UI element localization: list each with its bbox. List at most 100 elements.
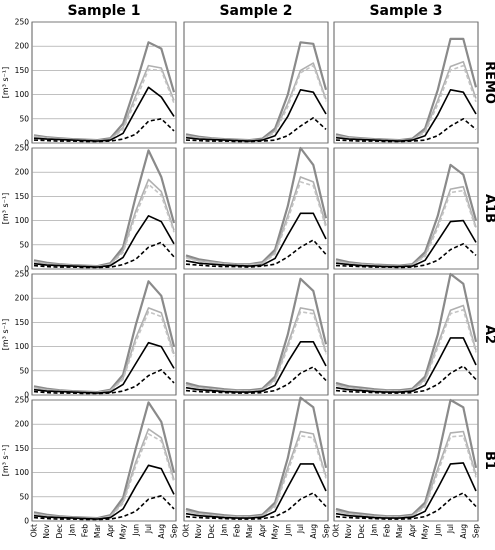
series-line-2	[33, 178, 175, 268]
series-line-3	[33, 183, 175, 268]
y-tick-label: 150	[15, 444, 30, 453]
y-tick-label: 200	[15, 42, 30, 51]
panel-frame	[31, 147, 177, 270]
series-line-5	[185, 366, 327, 394]
x-tick-label: May	[119, 523, 128, 539]
x-tick-label: Okt	[182, 524, 191, 537]
row-title-b1: B1	[482, 451, 495, 470]
panel-a1b-sample-3	[333, 147, 479, 270]
x-tick-label: Dec	[55, 524, 64, 539]
row-title-a1b: A1B	[482, 194, 495, 223]
panel-a2-sample-1: 0 50 100 150 200 250	[15, 270, 177, 400]
x-tick-label: Jul	[296, 524, 305, 534]
panel-frame	[183, 399, 329, 522]
x-tick-label: Apr	[258, 523, 267, 537]
x-tick-label: Jul	[446, 524, 455, 534]
x-tick-label: Apr	[408, 523, 417, 537]
series-line-4	[335, 89, 477, 142]
panel-b1-sample-2: Okt Nov Dec Jan Feb Mar Apr May Jun Jul Aug Sep	[182, 396, 331, 540]
y-tick-label: 100	[15, 216, 30, 225]
x-tick-label: Feb	[80, 524, 89, 538]
series-line-5	[185, 117, 327, 143]
y-tick-label: 100	[15, 90, 30, 99]
y-tick-label: 250	[15, 396, 30, 405]
y-tick-label: 200	[15, 294, 30, 303]
x-tick-label: Jan	[68, 524, 77, 537]
y-tick-label: 0	[24, 517, 29, 526]
series-line-2	[335, 430, 477, 518]
y-tick-label: 250	[15, 270, 30, 279]
x-tick-label: Feb	[232, 524, 241, 538]
panel-remo-sample-3	[333, 21, 479, 144]
y-tick-label: 200	[15, 168, 30, 177]
series-line-2	[335, 304, 477, 392]
series-line-1	[185, 396, 328, 518]
series-line-5	[33, 368, 175, 395]
series-line-3	[185, 64, 327, 142]
y-tick-label: 100	[15, 342, 30, 351]
x-tick-label: Mar	[93, 523, 102, 538]
panel-grid: 0501001502002500501001502002500501001502…	[15, 18, 481, 540]
series-line-1	[335, 272, 478, 392]
x-tick-label: Jan	[370, 524, 379, 537]
x-tick-label: Nov	[194, 523, 203, 538]
series-line-5	[335, 492, 477, 520]
series-line-4	[33, 341, 175, 394]
y-tick-label: 150	[15, 66, 30, 75]
x-tick-label: Jun	[131, 524, 140, 537]
series-line-5	[335, 243, 477, 269]
x-tick-label: Nov	[42, 523, 51, 538]
y-tick-label: 0	[24, 265, 29, 274]
series-line-4	[33, 86, 175, 142]
x-tick-label: Jun	[433, 524, 442, 537]
y-tick-label: 200	[15, 420, 30, 429]
panel-a1b-sample-1: 0 50 100 150 200 250	[15, 144, 177, 274]
row-title-a2: A2	[482, 325, 495, 344]
panel-remo-sample-1: 0 50 100 150 200 250	[15, 18, 177, 148]
panel-frame	[333, 21, 479, 144]
y-axis-labels: [m³ s⁻¹] [m³ s⁻¹] [m³ s⁻¹] [m³ s⁻¹]	[1, 67, 10, 476]
column-titles: Sample 1 Sample 2 Sample 3	[67, 3, 442, 19]
series-line-4	[335, 219, 477, 268]
series-line-5	[33, 241, 175, 269]
y-tick-label: 50	[19, 366, 29, 375]
x-tick-label: Apr	[106, 523, 115, 537]
panel-frame	[333, 399, 479, 522]
panel-a1b-sample-2	[183, 146, 329, 270]
y-tick-label: 50	[19, 114, 29, 123]
x-tick-label: Sep	[472, 524, 481, 538]
x-tick-label: Aug	[309, 524, 318, 539]
panel-frame	[333, 273, 479, 396]
series-line-4	[33, 215, 175, 268]
column-title-sample-1: Sample 1	[67, 3, 140, 19]
series-line-4	[185, 463, 327, 519]
panel-frame	[183, 21, 329, 144]
y-axis-label: [m³ s⁻¹]	[1, 193, 10, 224]
series-line-4	[335, 337, 477, 393]
x-tick-label: Sep	[322, 524, 331, 538]
y-tick-label: 50	[19, 492, 29, 501]
x-tick-label: Aug	[459, 524, 468, 539]
y-tick-label: 250	[15, 144, 30, 153]
series-line-2	[185, 307, 327, 392]
y-tick-label: 150	[15, 318, 30, 327]
series-line-3	[185, 434, 327, 518]
row-title-remo: REMO	[482, 61, 495, 104]
series-line-5	[335, 365, 477, 394]
x-tick-label: May	[421, 523, 430, 539]
panel-b1-sample-3: Okt Nov Dec Jan Feb Mar Apr May Jun Jul Aug Sep	[332, 398, 481, 540]
series-line-5	[33, 494, 175, 521]
x-tick-label: Jan	[220, 524, 229, 537]
y-tick-label: 150	[15, 192, 30, 201]
x-tick-label: Dec	[207, 524, 216, 539]
series-line-5	[185, 492, 327, 520]
column-title-sample-2: Sample 2	[219, 3, 292, 19]
x-tick-label: Mar	[395, 523, 404, 538]
y-tick-label: 250	[15, 18, 30, 27]
series-line-1	[335, 398, 478, 518]
y-axis-label: [m³ s⁻¹]	[1, 67, 10, 98]
x-tick-label: Aug	[157, 524, 166, 539]
series-line-4	[185, 89, 327, 142]
panel-frame	[31, 273, 177, 396]
